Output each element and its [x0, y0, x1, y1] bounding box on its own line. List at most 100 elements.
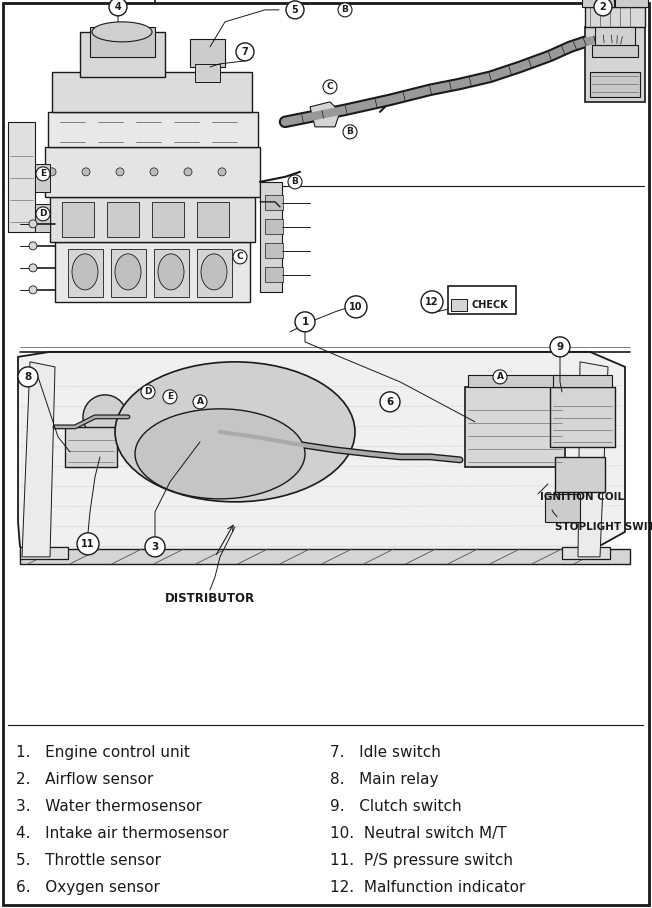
Text: D: D	[39, 210, 47, 218]
Circle shape	[286, 1, 304, 19]
Circle shape	[380, 392, 400, 412]
Bar	[52, 72, 252, 112]
Circle shape	[83, 395, 127, 439]
Circle shape	[550, 337, 570, 357]
Text: 11: 11	[82, 538, 95, 548]
Ellipse shape	[115, 254, 141, 290]
Text: 8.   Main relay: 8. Main relay	[330, 772, 439, 787]
Text: B: B	[342, 5, 348, 15]
Bar	[265, 195, 283, 210]
Text: C: C	[237, 252, 243, 262]
Text: B: B	[347, 127, 353, 136]
Bar	[80, 32, 165, 77]
Bar	[68, 249, 103, 297]
Bar	[562, 547, 610, 558]
Bar	[111, 249, 146, 297]
Circle shape	[36, 167, 50, 181]
Bar	[553, 375, 612, 387]
Bar	[585, 7, 645, 27]
Circle shape	[345, 296, 367, 318]
Text: C: C	[327, 83, 333, 92]
Circle shape	[145, 537, 165, 557]
Circle shape	[493, 370, 507, 384]
Text: 6: 6	[387, 397, 394, 407]
Text: 10: 10	[349, 301, 363, 311]
Bar	[35, 204, 50, 232]
Text: 7.   Idle switch: 7. Idle switch	[330, 745, 441, 760]
Bar	[45, 147, 260, 197]
Circle shape	[338, 3, 352, 17]
Circle shape	[77, 533, 99, 555]
Bar	[582, 0, 648, 7]
Text: 2: 2	[600, 2, 606, 12]
Bar	[20, 548, 630, 564]
Text: 9: 9	[556, 341, 563, 352]
Bar	[468, 375, 562, 387]
Text: B: B	[291, 177, 299, 186]
Text: D: D	[144, 388, 152, 397]
Bar	[555, 457, 605, 492]
Text: E: E	[40, 170, 46, 178]
Text: 12: 12	[425, 297, 439, 307]
Bar	[107, 202, 139, 237]
Text: 1: 1	[301, 317, 308, 327]
Circle shape	[218, 168, 226, 176]
Bar	[154, 249, 189, 297]
Polygon shape	[8, 122, 35, 232]
Text: 5.   Throttle sensor: 5. Throttle sensor	[16, 853, 161, 868]
Bar	[545, 494, 580, 522]
Text: A: A	[497, 372, 503, 381]
Bar	[197, 202, 229, 237]
Bar	[195, 64, 220, 82]
Ellipse shape	[135, 409, 305, 498]
Text: A: A	[196, 398, 203, 407]
Bar	[48, 112, 258, 147]
Bar	[265, 242, 283, 258]
Text: 3.   Water thermosensor: 3. Water thermosensor	[16, 799, 202, 814]
Circle shape	[193, 395, 207, 409]
Text: 10.  Neutral switch M/T: 10. Neutral switch M/T	[330, 826, 507, 841]
Polygon shape	[310, 102, 340, 127]
Bar	[50, 197, 255, 242]
Circle shape	[48, 168, 56, 176]
Text: 12.  Malfunction indicator: 12. Malfunction indicator	[330, 880, 526, 895]
Bar	[65, 427, 117, 467]
Bar	[35, 163, 50, 192]
Bar	[265, 219, 283, 234]
Text: 3: 3	[151, 542, 158, 552]
Text: 9.   Clutch switch: 9. Clutch switch	[330, 799, 462, 814]
Circle shape	[323, 80, 337, 94]
Circle shape	[29, 220, 37, 228]
Circle shape	[36, 207, 50, 221]
Bar	[451, 299, 467, 311]
Bar	[590, 72, 640, 97]
Bar	[55, 242, 250, 301]
Circle shape	[236, 43, 254, 61]
Ellipse shape	[115, 362, 355, 502]
Bar	[550, 387, 615, 447]
Circle shape	[150, 168, 158, 176]
Bar	[20, 547, 68, 558]
Circle shape	[141, 385, 155, 399]
Ellipse shape	[72, 254, 98, 290]
Bar	[465, 387, 565, 467]
Circle shape	[163, 390, 177, 404]
Text: 1.   Engine control unit: 1. Engine control unit	[16, 745, 190, 760]
Text: DISTRIBUTOR: DISTRIBUTOR	[165, 592, 255, 605]
Circle shape	[29, 286, 37, 294]
Bar	[62, 202, 94, 237]
Bar	[90, 27, 155, 57]
Bar	[585, 27, 645, 102]
Bar	[190, 39, 225, 67]
Polygon shape	[578, 362, 608, 557]
Text: E: E	[167, 392, 173, 401]
Text: 4: 4	[115, 2, 121, 12]
Text: IGNITION COIL: IGNITION COIL	[540, 492, 624, 502]
Text: 8: 8	[24, 372, 32, 382]
Circle shape	[343, 125, 357, 139]
Circle shape	[18, 367, 38, 387]
Text: 2.   Airflow sensor: 2. Airflow sensor	[16, 772, 153, 787]
Circle shape	[421, 291, 443, 313]
Circle shape	[288, 175, 302, 189]
Circle shape	[109, 0, 127, 15]
